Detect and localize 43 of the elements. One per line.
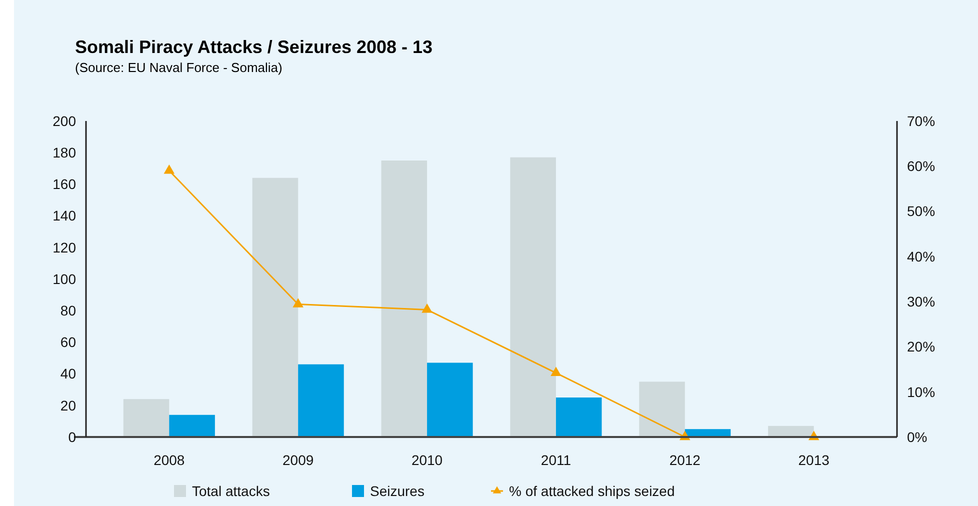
y-tick-label: 200 [52, 112, 76, 129]
bar [381, 160, 428, 437]
bar [252, 178, 298, 437]
point [422, 303, 432, 313]
bar [510, 157, 556, 437]
point [292, 298, 304, 308]
bar [639, 382, 685, 437]
y2-tick-label: 0% [907, 428, 928, 445]
y2-tick-label: 20% [907, 338, 936, 355]
legend-label: Total attacks [192, 482, 270, 499]
y-tick-label: 80 [60, 302, 76, 318]
chart-subtitle: (Source: EU Naval Force - Somalia) [75, 60, 282, 75]
y-tick-label: 40 [60, 366, 76, 382]
y2-tick-label: 60% [907, 158, 936, 174]
bar [169, 414, 215, 437]
y-tick-label: 100 [52, 270, 76, 287]
y-tick-label: 140 [52, 208, 76, 224]
legend-label: % of attacked ships seized [509, 482, 675, 499]
y-tick-label: 20 [60, 397, 76, 414]
y2-tick-label: 10% [907, 384, 936, 400]
legend-label: Seizures [370, 482, 424, 499]
x-tick-label: 2009 [282, 452, 314, 468]
x-tick-label: 2012 [669, 452, 701, 468]
y-tick-label: 160 [52, 176, 76, 192]
chart-title: Somali Piracy Attacks / Seizures 2008 - 13 [75, 37, 433, 57]
point [550, 366, 562, 376]
x-tick-label: 2013 [798, 452, 830, 468]
y2-tick-label: 30% [907, 293, 936, 310]
x-tick-label: 2008 [154, 452, 185, 468]
bar [427, 362, 473, 437]
y2-tick-label: 50% [907, 203, 936, 220]
point [164, 164, 175, 174]
y-tick-label: 0 [68, 428, 76, 445]
y-tick-label: 60 [60, 334, 76, 350]
y2-tick-label: 70% [907, 112, 936, 129]
x-tick-label: 2011 [540, 452, 572, 468]
bar [123, 399, 170, 437]
y2-tick-label: 40% [907, 248, 936, 264]
bar [556, 398, 602, 437]
y-tick-label: 120 [52, 239, 76, 256]
y-tick-label: 180 [52, 144, 76, 160]
bar [298, 364, 344, 437]
x-tick-label: 2010 [411, 452, 443, 468]
